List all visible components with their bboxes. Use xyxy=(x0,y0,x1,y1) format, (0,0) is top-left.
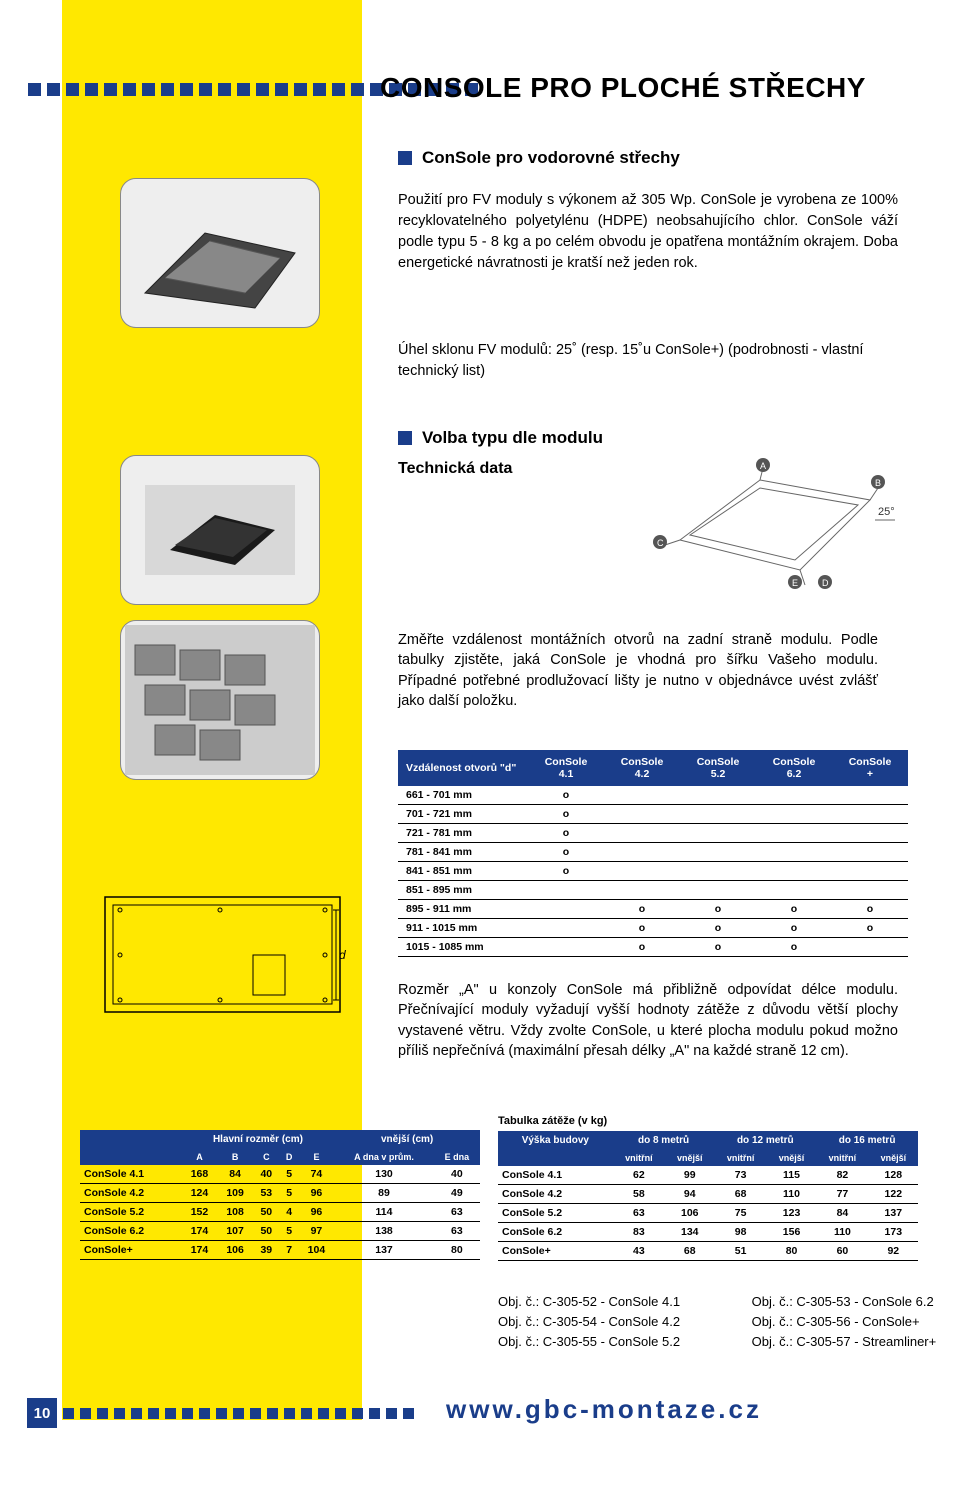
page-number: 10 xyxy=(27,1398,57,1428)
load-table-title: Tabulka zátěže (v kg) xyxy=(498,1115,918,1127)
section1-heading-row: ConSole pro vodorovné střechy xyxy=(398,148,680,168)
load-table-wrap: Tabulka zátěže (v kg) Výška budovydo 8 m… xyxy=(498,1115,918,1261)
product-image-3 xyxy=(120,620,320,780)
bullet-icon xyxy=(398,151,412,165)
diagram-d-label: d xyxy=(339,948,346,962)
technical-drawing: A B C D E 25° xyxy=(640,420,900,600)
footer-url: www.gbc-montaze.cz xyxy=(446,1394,762,1425)
section1-body: Použití pro FV moduly s výkonem až 305 W… xyxy=(398,190,898,274)
order-codes: Obj. č.: C-305-52 - ConSole 4.1Obj. č.: … xyxy=(498,1292,952,1352)
dimensions-table-wrap: Hlavní rozměr (cm)vnější (cm)ABCDEA dna … xyxy=(80,1130,480,1260)
section2-subheading: Technická data xyxy=(398,460,512,478)
svg-text:25°: 25° xyxy=(878,506,895,518)
bullet-icon xyxy=(398,431,412,445)
note-a-body: Rozměr „A" u konzoly ConSole má přibližn… xyxy=(398,980,898,1061)
svg-text:D: D xyxy=(822,578,829,588)
section1-heading: ConSole pro vodorovné střechy xyxy=(422,148,680,168)
module-diagram: d xyxy=(95,885,350,1030)
section2-heading: Volba typu dle modulu xyxy=(422,428,603,448)
page-title: CONSOLE PRO PLOCHÉ STŘECHY xyxy=(380,72,866,104)
svg-text:A: A xyxy=(760,461,766,471)
product-image-2 xyxy=(120,455,320,605)
section1-note: Úhel sklonu FV modulů: 25˚ (resp. 15˚u C… xyxy=(398,340,898,382)
section2-heading-row: Volba typu dle modulu xyxy=(398,428,603,448)
svg-text:C: C xyxy=(657,538,664,548)
svg-text:E: E xyxy=(792,578,798,588)
svg-text:B: B xyxy=(875,478,881,488)
bottom-decorative-squares xyxy=(63,1408,414,1419)
section2-body: Změřte vzdálenost montážních otvorů na z… xyxy=(398,630,878,711)
compatibility-table: Vzdálenost otvorů "d"ConSole4.1ConSole4.… xyxy=(398,750,908,957)
product-image-1 xyxy=(120,178,320,328)
